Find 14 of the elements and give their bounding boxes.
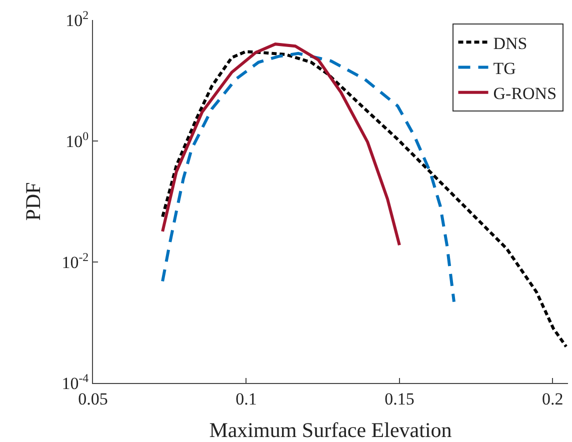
x-tick-label: 0.2 [542, 389, 564, 408]
legend-label: TG [493, 58, 516, 78]
legend-label: DNS [493, 34, 528, 53]
y-axis-title: PDF [20, 182, 45, 221]
line-series [161, 52, 456, 304]
y-tick-label: 10$^{2}$ [66, 8, 89, 30]
x-tick-label: 0.1 [236, 389, 257, 408]
y-tick-label: 10$^{-2}$ [62, 250, 89, 272]
legend-label: G-RONS [493, 84, 557, 104]
x-axis-title: Maximum Surface Elevation [209, 418, 452, 442]
line-series [161, 42, 401, 247]
x-tick-label: 0.15 [384, 389, 414, 408]
y-tick-label: 10$^{0}$ [66, 128, 89, 151]
line-series [161, 50, 568, 348]
